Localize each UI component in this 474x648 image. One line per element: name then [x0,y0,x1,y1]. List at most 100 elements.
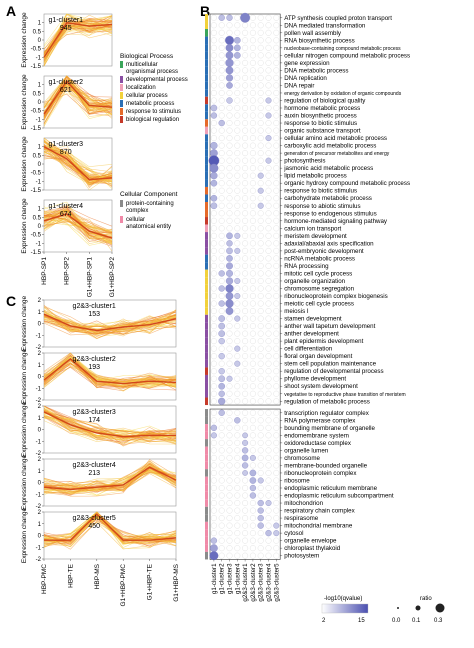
grid-dot [265,74,272,81]
expression-line [43,212,113,242]
grid-dot [265,285,272,292]
grid-dot [249,398,256,405]
grid-dot [210,97,217,104]
grid-dot [226,104,233,112]
grid-dot [234,330,241,337]
expression-line [43,13,113,59]
grid-dot [226,127,233,134]
y-tick-label: 0 [38,322,42,328]
grid-dot [273,217,280,224]
category-bar [205,536,208,545]
enrichment-dot [234,417,241,424]
term-label: carbohydrate metabolic process [284,195,372,202]
grid-dot [257,135,264,142]
term-label: floral organ development [284,353,352,360]
cluster-count: 213 [88,470,100,477]
grid-dot [249,417,256,424]
grid-dot [265,507,272,514]
grid-dot [242,409,249,416]
grid-dot [218,112,225,119]
term-label: meristem development [284,233,347,240]
grid-dot [242,315,249,322]
y-tick-label: -1.5 [31,126,42,132]
category-bar [205,111,208,120]
expression-line [44,465,177,491]
y-tick-label: 2 [38,351,42,357]
enrichment-dot [225,66,234,75]
grid-dot [242,247,249,254]
grid-dot [257,37,264,44]
y-tick-label: 1 [38,522,42,528]
grid-dot [210,67,217,74]
grid-dot [218,439,225,446]
grid-dot [226,225,233,232]
enrichment-dot [241,454,249,462]
grid-dot [210,454,217,461]
grid-dot [234,432,241,439]
expression-line [43,405,177,441]
grid-dot [273,277,280,285]
x-tick-label: G1+HBP-PMC [120,564,127,607]
grid-dot [265,37,272,44]
enrichment-dot [225,284,234,293]
grid-dot [257,390,264,397]
grid-dot [234,499,241,507]
grid-dot [265,59,272,66]
category-bar [205,96,208,105]
grid-dot [265,262,272,269]
grid-dot [234,217,241,224]
category-bar [205,329,208,338]
grid-dot [257,375,264,382]
grid-dot [249,240,256,247]
grid-dot [249,74,256,81]
grid-dot [249,165,256,172]
cluster-count: 193 [88,364,100,371]
x-tick-label: HBP-SP2 [64,257,71,285]
grid-dot [249,315,256,322]
y-tick-label: 0.5 [33,91,42,97]
term-label: chloroplast thylakoid [284,545,341,552]
enrichment-dot [257,499,264,507]
expression-line [43,411,177,434]
grid-dot [210,52,217,59]
category-bar [205,66,208,75]
grid-dot [226,454,233,461]
grid-dot [210,89,217,97]
category-bar [205,134,208,142]
grid-dot [218,74,225,81]
grid-dot [257,112,264,119]
grid-dot [234,225,241,232]
grid-dot [210,59,217,66]
cluster-count: 153 [88,311,100,318]
grid-dot [249,112,256,119]
enrichment-dot [226,97,233,104]
grid-dot [265,187,272,194]
category-bar [205,439,208,447]
cluster-count: 174 [88,417,100,424]
enrichment-dot [218,353,225,360]
term-label: transcription regulator complex [284,410,370,417]
y-axis-label: Expression change [21,454,28,510]
legend-item-label: complex [126,208,148,214]
grid-dot [273,172,280,179]
grid-dot [273,492,280,499]
grid-dot [218,462,225,469]
x-tick-label: g2&3-cluster5 [273,563,280,602]
y-tick-label: 1 [38,416,42,422]
grid-dot [242,37,249,44]
grid-dot [265,270,272,277]
term-label: respirasome [284,515,319,522]
grid-dot [273,477,280,484]
grid-dot [265,368,272,375]
category-bar [205,269,208,278]
grid-dot [257,82,264,89]
grid-dot [265,522,272,529]
grid-dot [210,37,217,44]
ratio-legend-dot-small [397,607,399,609]
grid-dot [265,202,272,209]
grid-dot [257,14,264,21]
grid-dot [257,142,264,149]
grid-dot [273,232,280,239]
